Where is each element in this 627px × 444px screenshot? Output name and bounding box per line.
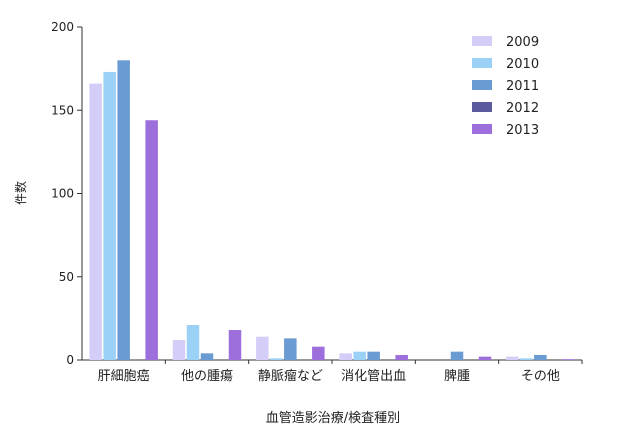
bar — [478, 356, 492, 360]
legend-swatch — [472, 58, 492, 68]
bar — [172, 340, 186, 360]
y-tick-label: 50 — [59, 270, 74, 284]
bar — [103, 71, 116, 360]
bar — [367, 351, 380, 360]
legend: 2009 2010 2011 2012 2013 — [472, 35, 539, 138]
bar — [506, 356, 519, 360]
bar — [312, 346, 325, 360]
bar — [284, 338, 297, 360]
y-tick-label: 0 — [66, 353, 74, 367]
legend-swatch — [472, 124, 492, 134]
y-axis-label: 件数 — [13, 181, 28, 205]
legend-label: 2012 — [506, 101, 539, 116]
bar — [89, 83, 102, 361]
axes: 0 50 100 150 200 肝細胞癌 他の腫瘍 静脈瘤など 消化管出血 脾腫 その他 — [51, 20, 583, 384]
legend-label: 2011 — [506, 79, 539, 94]
bar — [450, 351, 464, 360]
bars — [89, 60, 575, 361]
bar — [270, 358, 283, 360]
x-tick-label: 他の腫瘍 — [181, 368, 233, 384]
legend-label: 2013 — [506, 123, 539, 138]
bar — [520, 358, 533, 360]
bar — [186, 325, 200, 360]
bar — [200, 353, 214, 360]
bar — [256, 336, 269, 360]
x-tick-label: 消化管出血 — [341, 369, 406, 384]
legend-label: 2009 — [506, 35, 539, 50]
bar — [117, 60, 130, 361]
x-tick-label: その他 — [521, 369, 560, 384]
legend-swatch — [472, 102, 492, 112]
bar — [145, 120, 158, 361]
legend-swatch — [472, 36, 492, 46]
legend-label: 2010 — [506, 57, 539, 72]
y-tick-label: 200 — [51, 20, 74, 34]
bar — [534, 355, 547, 360]
x-axis-label: 血管造影治療/検査種別 — [266, 410, 400, 426]
bar — [228, 330, 242, 360]
bar — [562, 359, 575, 360]
bar — [339, 353, 352, 360]
y-tick-label: 150 — [51, 103, 74, 117]
y-tick-label: 100 — [51, 187, 74, 201]
legend-swatch — [472, 80, 492, 90]
x-tick-label: 肝細胞癌 — [98, 368, 150, 384]
bar — [353, 351, 366, 360]
x-tick-label: 脾腫 — [444, 368, 470, 384]
bar — [395, 355, 408, 360]
x-tick-label: 静脈瘤など — [258, 368, 323, 384]
